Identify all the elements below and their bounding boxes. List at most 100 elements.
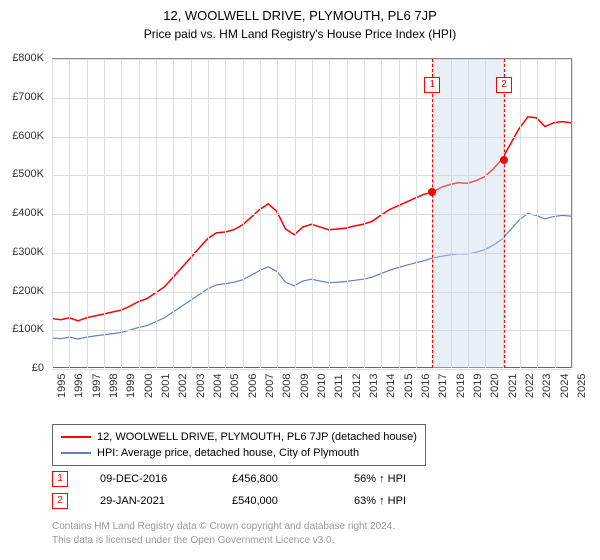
y-tick-label: £100K <box>12 323 44 335</box>
ref-badge: 1 <box>52 471 68 487</box>
y-axis: £0£100K£200K£300K£400K£500K£600K£700K£80… <box>0 58 48 368</box>
chart-plot-area: 12 <box>52 58 572 368</box>
legend-swatch <box>61 436 91 438</box>
ref-price: £540,000 <box>232 495 322 507</box>
ref-pct: 63% ↑ HPI <box>354 495 444 507</box>
x-tick-label: 2019 <box>472 374 484 398</box>
gridline-vertical <box>399 59 400 368</box>
x-tick-label: 2008 <box>281 374 293 398</box>
gridline-vertical <box>52 59 53 368</box>
marker-line <box>504 59 505 368</box>
y-tick-label: £700K <box>12 91 44 103</box>
gridline-vertical <box>555 59 556 368</box>
x-tick-label: 2024 <box>559 374 571 398</box>
x-tick-label: 2022 <box>524 374 536 398</box>
gridline-vertical <box>69 59 70 368</box>
y-tick-label: £300K <box>12 246 44 258</box>
footer-line1: Contains HM Land Registry data © Crown c… <box>52 520 395 534</box>
x-tick-label: 2020 <box>489 374 501 398</box>
gridline-vertical <box>295 59 296 368</box>
page-title: 12, WOOLWELL DRIVE, PLYMOUTH, PL6 7JP <box>0 0 600 23</box>
x-tick-label: 2017 <box>437 374 449 398</box>
gridline-vertical <box>121 59 122 368</box>
x-tick-label: 2007 <box>264 374 276 398</box>
x-tick-label: 2025 <box>576 374 588 398</box>
x-tick-label: 2000 <box>143 374 155 398</box>
gridline-vertical <box>347 59 348 368</box>
x-tick-label: 1995 <box>56 374 68 398</box>
legend: 12, WOOLWELL DRIVE, PLYMOUTH, PL6 7JP (d… <box>52 424 426 466</box>
y-tick-label: £600K <box>12 130 44 142</box>
marker-badge: 2 <box>496 77 512 93</box>
page-subtitle: Price paid vs. HM Land Registry's House … <box>0 23 600 49</box>
gridline-vertical <box>156 59 157 368</box>
x-tick-label: 1999 <box>125 374 137 398</box>
gridline-vertical <box>173 59 174 368</box>
gridline-vertical <box>312 59 313 368</box>
x-tick-label: 1996 <box>73 374 85 398</box>
y-tick-label: £800K <box>12 52 44 64</box>
gridline-vertical <box>329 59 330 368</box>
ref-pct: 56% ↑ HPI <box>354 473 444 485</box>
x-tick-label: 2002 <box>177 374 189 398</box>
y-tick-label: £400K <box>12 207 44 219</box>
x-tick-label: 2021 <box>507 374 519 398</box>
x-tick-label: 2023 <box>541 374 553 398</box>
x-tick-label: 2005 <box>229 374 241 398</box>
ref-badge: 2 <box>52 493 68 509</box>
gridline-vertical <box>260 59 261 368</box>
legend-swatch <box>61 452 91 454</box>
gridline-vertical <box>364 59 365 368</box>
x-tick-label: 2018 <box>455 374 467 398</box>
marker-line <box>432 59 433 368</box>
reference-table: 1 09-DEC-2016 £456,800 56% ↑ HPI 2 29-JAN-202… <box>52 468 444 512</box>
legend-item: 12, WOOLWELL DRIVE, PLYMOUTH, PL6 7JP (d… <box>61 429 417 445</box>
x-tick-label: 1998 <box>108 374 120 398</box>
x-tick-label: 2003 <box>195 374 207 398</box>
legend-label: HPI: Average price, detached house, City… <box>97 447 359 459</box>
x-tick-label: 2011 <box>333 374 345 398</box>
ref-price: £456,800 <box>232 473 322 485</box>
ref-row: 1 09-DEC-2016 £456,800 56% ↑ HPI <box>52 468 444 490</box>
y-tick-label: £200K <box>12 285 44 297</box>
x-tick-label: 2016 <box>420 374 432 398</box>
marker-band <box>432 59 504 368</box>
footer: Contains HM Land Registry data © Crown c… <box>52 520 395 548</box>
ref-row: 2 29-JAN-2021 £540,000 63% ↑ HPI <box>52 490 444 512</box>
gridline-vertical <box>416 59 417 368</box>
x-axis: 1995 1996 1997 1998 1999 2000 2001 2002 2003 2004… <box>52 372 572 422</box>
x-tick-label: 2009 <box>299 374 311 398</box>
x-tick-label: 2006 <box>247 374 259 398</box>
legend-item: HPI: Average price, detached house, City… <box>61 445 417 461</box>
gridline-vertical <box>139 59 140 368</box>
y-tick-label: £500K <box>12 168 44 180</box>
gridline-vertical <box>191 59 192 368</box>
gridline-horizontal <box>52 369 571 370</box>
ref-date: 29-JAN-2021 <box>100 495 200 507</box>
gridline-vertical <box>537 59 538 368</box>
x-tick-label: 1997 <box>91 374 103 398</box>
footer-line2: This data is licensed under the Open Gov… <box>52 534 395 548</box>
gridline-vertical <box>225 59 226 368</box>
gridline-vertical <box>208 59 209 368</box>
gridline-vertical <box>277 59 278 368</box>
gridline-vertical <box>243 59 244 368</box>
gridline-vertical <box>104 59 105 368</box>
ref-date: 09-DEC-2016 <box>100 473 200 485</box>
marker-dot <box>500 156 508 164</box>
x-tick-label: 2012 <box>351 374 363 398</box>
marker-dot <box>428 188 436 196</box>
gridline-vertical <box>87 59 88 368</box>
x-tick-label: 2015 <box>403 374 415 398</box>
marker-badge: 1 <box>424 77 440 93</box>
x-tick-label: 2004 <box>212 374 224 398</box>
x-tick-label: 2013 <box>368 374 380 398</box>
gridline-vertical <box>572 59 573 368</box>
x-tick-label: 2001 <box>160 374 172 398</box>
x-tick-label: 2014 <box>385 374 397 398</box>
y-tick-label: £0 <box>32 362 44 374</box>
gridline-vertical <box>381 59 382 368</box>
x-tick-label: 2010 <box>316 374 328 398</box>
gridline-vertical <box>520 59 521 368</box>
legend-label: 12, WOOLWELL DRIVE, PLYMOUTH, PL6 7JP (d… <box>97 431 417 443</box>
